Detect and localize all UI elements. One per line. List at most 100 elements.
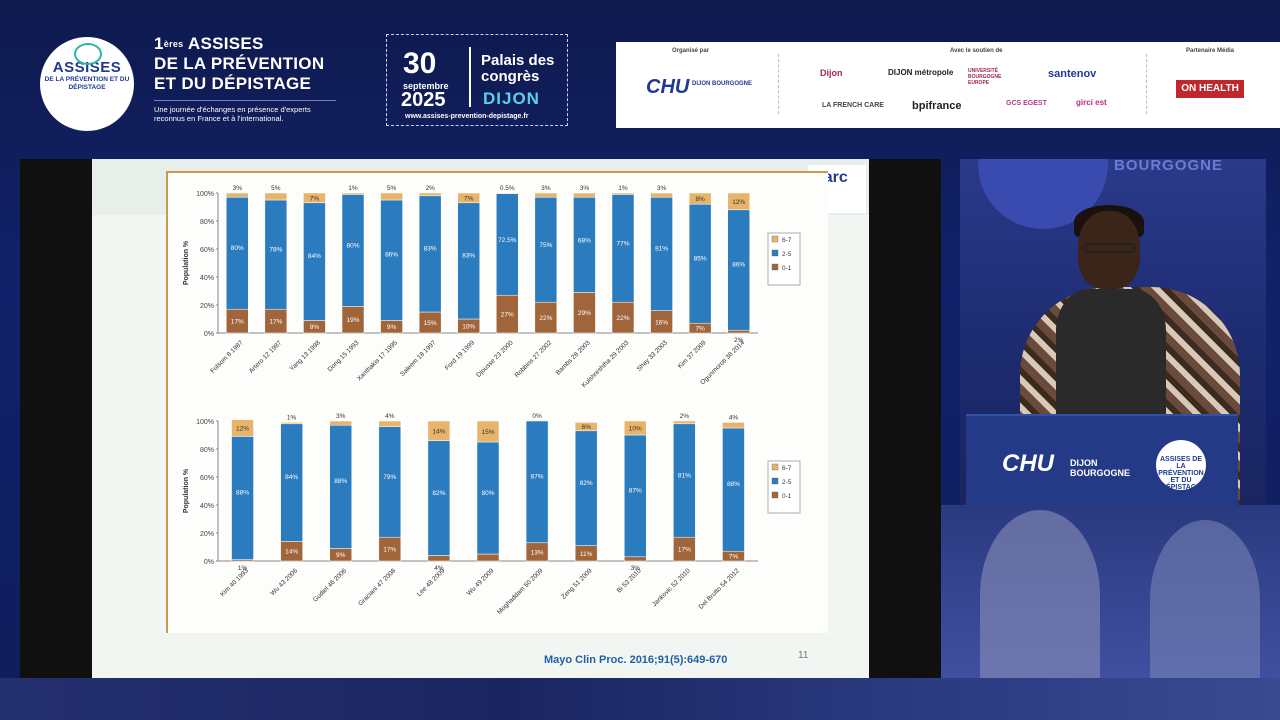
data-label: 4% xyxy=(434,565,444,572)
bar-segment-2-5 xyxy=(688,203,712,324)
chart-panel: 0% 20% 40% 60% 80% 100% Population % 17% 80% 3% Fo… xyxy=(166,171,828,633)
bar-segment-6-7 xyxy=(231,419,254,437)
data-label: 2% xyxy=(425,185,435,192)
organized-by-label: Organisé par xyxy=(672,48,710,54)
glasses-icon xyxy=(1084,243,1136,253)
data-label: 9% xyxy=(387,324,397,331)
lectern-event-badge: ASSISES DE LA PRÉVENTION ET DU DÉPISTAGE xyxy=(1156,440,1206,491)
sponsor-logo: GCS EGEST xyxy=(1006,100,1047,107)
citation: Mayo Clin Proc. 2016;91(5):649-670 xyxy=(544,654,728,666)
data-label: 75% xyxy=(539,242,552,249)
x-tick-label: Djousse 23 2000 xyxy=(475,339,515,379)
y-tick-label: 20% xyxy=(200,303,214,310)
data-label: 2% xyxy=(734,337,744,344)
bar-segment-0-1 xyxy=(476,553,500,562)
title-superscript: ères xyxy=(163,39,184,49)
data-label: 16% xyxy=(655,319,668,326)
data-label: 79% xyxy=(383,474,396,481)
y-tick-label: 0% xyxy=(204,331,214,338)
x-tick-label: Ogunmoroti 38 2014 xyxy=(699,339,746,386)
data-label: 14% xyxy=(285,549,298,556)
title-line-3: ET DU DÉPISTAGE xyxy=(154,74,312,93)
x-tick-label: Del Brutto 54 2012 xyxy=(698,567,742,611)
speaker-face xyxy=(1078,211,1140,289)
data-label: 1% xyxy=(238,565,248,572)
backdrop-text: BOURGOGNE xyxy=(1114,159,1224,174)
data-label: 80% xyxy=(231,245,244,252)
data-label: 17% xyxy=(383,547,396,554)
x-tick-label: Graciani 47 2008 xyxy=(357,567,397,607)
data-label: 83% xyxy=(424,246,437,253)
event-venue: Palais des congrès xyxy=(481,52,555,85)
y-tick-label: 20% xyxy=(200,531,214,538)
x-tick-label: Folsom 8 1987 xyxy=(209,339,245,375)
bar-segment-6-7 xyxy=(264,192,288,201)
data-label: 17% xyxy=(678,547,691,554)
data-label: 3% xyxy=(580,185,590,192)
x-tick-label: Dong 15 1993 xyxy=(327,339,361,373)
data-label: 13% xyxy=(531,549,544,556)
y-tick-label: 40% xyxy=(200,503,214,510)
data-label: 68% xyxy=(578,238,591,245)
data-label: 14% xyxy=(432,428,445,435)
audience-member xyxy=(1150,520,1260,680)
data-label: 88% xyxy=(236,489,249,496)
event-url: www.assises-prevention-depistage.fr xyxy=(405,113,529,120)
data-label: 2% xyxy=(680,413,690,420)
x-tick-label: Bi 53 2010 xyxy=(616,567,643,594)
data-label: 87% xyxy=(629,487,642,494)
data-label: 0% xyxy=(532,413,542,420)
bar-segment-2-5 xyxy=(418,195,442,313)
bar-segment-6-7 xyxy=(457,192,480,204)
sponsor-logo: LA FRENCH CARE xyxy=(822,102,884,109)
data-label: 3% xyxy=(233,185,243,192)
data-label: 22% xyxy=(616,315,629,322)
bar-segment-2-5 xyxy=(457,202,480,320)
legend-label: 2-5 xyxy=(782,479,792,486)
speaker-camera: BOURGOGNE CHU DIJON BOURGOGNE ASSISES DE… xyxy=(960,159,1266,505)
divider xyxy=(469,47,471,107)
y-tick-label: 60% xyxy=(200,247,214,254)
y-tick-label: 0% xyxy=(204,559,214,566)
data-label: 80% xyxy=(346,242,359,249)
bar-segment-2-5 xyxy=(427,440,451,556)
y-axis-label: Population % xyxy=(183,240,190,285)
logo-subtitle: DE LA PRÉVENTION ET DU DÉPISTAGE xyxy=(44,76,130,91)
bar-segment-2-5 xyxy=(378,426,402,538)
data-label: 87% xyxy=(531,473,544,480)
data-label: 15% xyxy=(481,429,494,436)
event-day: 30 xyxy=(403,47,437,80)
support-label: Avec le soutien de xyxy=(950,48,1003,54)
data-label: 7% xyxy=(464,195,474,202)
data-label: 9% xyxy=(336,552,346,559)
audience-member xyxy=(980,510,1100,680)
legend-swatch xyxy=(771,477,779,485)
bar-segment-6-7 xyxy=(688,192,712,205)
event-month: septembre xyxy=(403,81,449,91)
x-tick-label: Jankovic 52 2010 xyxy=(651,567,692,608)
legend-label: 0-1 xyxy=(782,493,792,500)
data-label: 72.5% xyxy=(498,237,517,244)
bar-segment-2-5 xyxy=(722,427,745,552)
legend-swatch xyxy=(771,491,779,499)
x-tick-label: Zeng 51 2009 xyxy=(560,567,594,601)
x-tick-label: Kim 37 2009 xyxy=(677,339,708,370)
x-tick-label: Artero 12 1987 xyxy=(248,339,284,375)
bar-segment-2-5 xyxy=(264,199,288,310)
bar-segment-6-7 xyxy=(673,420,696,425)
speaker-vest xyxy=(1056,289,1166,429)
y-tick-label: 100% xyxy=(196,191,214,198)
data-label: 84% xyxy=(308,253,321,260)
data-label: 22% xyxy=(539,315,552,322)
data-label: 6% xyxy=(581,424,591,431)
data-label: 8% xyxy=(695,196,705,203)
data-label: 17% xyxy=(269,319,282,326)
data-label: 3% xyxy=(657,185,667,192)
event-title: 1ères ASSISES DE LA PRÉVENTION ET DU DÉP… xyxy=(154,34,344,123)
data-label: 1% xyxy=(618,185,628,192)
y-tick-label: 60% xyxy=(200,475,214,482)
data-label: 77% xyxy=(616,240,629,247)
bar-segment-6-7 xyxy=(611,192,635,195)
bar-segment-2-5 xyxy=(380,199,403,321)
lectern-chu-logo: CHU xyxy=(1002,450,1054,477)
